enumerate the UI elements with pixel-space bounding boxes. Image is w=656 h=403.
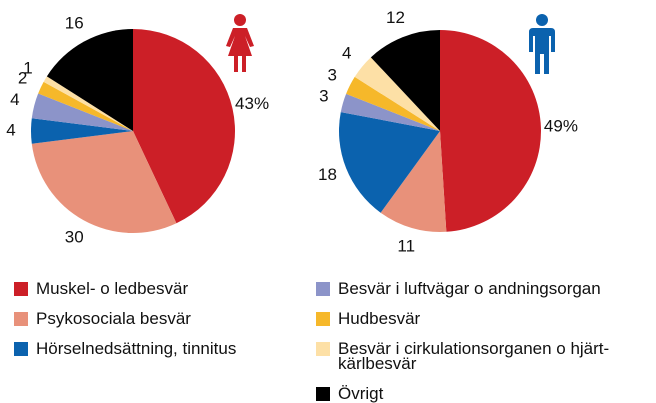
male-icon	[529, 14, 555, 74]
data-label: 2	[18, 69, 27, 88]
legend-item: Besvär i luftvägar o andningsorgan	[316, 279, 638, 298]
legend-label: Besvär i cirkulationsorganen o hjärt-kär…	[338, 339, 610, 373]
legend-label: Hörselnedsättning, tinnitus	[36, 339, 237, 358]
data-label: 4	[342, 43, 351, 62]
pie-slice	[338, 112, 440, 213]
legend-swatch	[14, 312, 28, 326]
pie-slice	[43, 76, 134, 131]
data-label: 43%	[235, 94, 269, 113]
legend-label: Hudbesvär	[338, 309, 421, 328]
legend-swatch	[316, 282, 330, 296]
data-label: 12	[386, 8, 405, 27]
data-label: 30	[65, 227, 84, 246]
data-label: 4	[10, 90, 19, 109]
pie-slice	[346, 76, 440, 131]
legend-item: Övrigt	[316, 384, 638, 403]
legend-swatch	[14, 282, 28, 296]
legend-swatch	[14, 342, 28, 356]
pie-slice	[380, 131, 447, 232]
legend-item: Psykosociala besvär	[14, 309, 236, 328]
data-label: 4	[6, 120, 15, 139]
female-icon	[226, 14, 254, 72]
pie-slice	[133, 29, 235, 224]
legend-swatch	[316, 342, 330, 356]
legend-label: Besvär i luftvägar o andningsorgan	[338, 279, 601, 298]
data-label: 3	[327, 66, 336, 85]
data-label: 18	[318, 165, 337, 184]
pie-slice	[370, 30, 440, 131]
data-label: 3	[319, 87, 328, 106]
data-label: 49%	[544, 117, 578, 136]
legend-item: Muskel- o ledbesvär	[14, 279, 236, 298]
data-label: 16	[65, 14, 84, 33]
pie-slice	[38, 81, 134, 131]
legend-item: Besvär i cirkulationsorganen o hjärt-kär…	[316, 339, 638, 373]
pie-slice	[46, 29, 133, 131]
legend: Besvär i luftvägar o andningsorgan Hudbes…	[316, 279, 638, 403]
legend-swatch	[316, 387, 330, 401]
pie-slice	[31, 93, 134, 131]
pie-slice	[31, 131, 177, 233]
legend-label: Övrigt	[338, 384, 384, 403]
legend-item: Hudbesvär	[316, 309, 638, 328]
pie-slice	[31, 118, 133, 144]
legend-swatch	[316, 312, 330, 326]
data-label: 1	[23, 58, 32, 77]
pie-slice	[440, 30, 541, 232]
legend-label: Psykosociala besvär	[36, 309, 191, 328]
pie-slice	[354, 57, 440, 131]
legend: Muskel- o ledbesvär Psykosociala besvär Hö…	[14, 279, 237, 358]
legend-item: Hörselnedsättning, tinnitus	[14, 339, 237, 358]
legend-label: Muskel- o ledbesvär	[36, 279, 189, 298]
data-label: 11	[397, 237, 415, 256]
pie-slice	[340, 93, 440, 131]
